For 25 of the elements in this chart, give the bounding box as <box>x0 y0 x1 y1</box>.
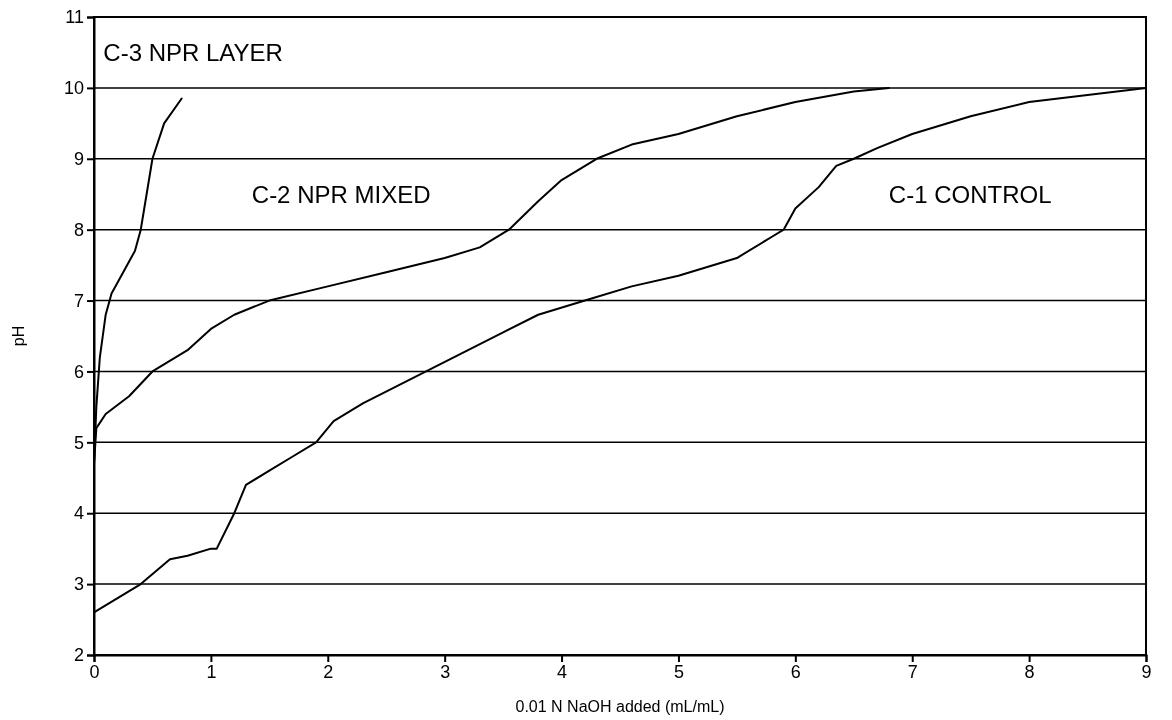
x-tick-label: 4 <box>557 661 568 682</box>
text: C-2 NPR MIXED <box>251 180 431 208</box>
y-tick-label: 7 <box>73 290 84 311</box>
y-tick-label: 11 <box>65 7 84 28</box>
series-label: C-1 CONTROL <box>888 180 1052 208</box>
x-tick-label: 8 <box>1024 661 1035 682</box>
x-tick-label: 5 <box>673 661 684 682</box>
x-axis-title: 0.01 N NaOH added (mL/mL) <box>515 698 725 715</box>
x-tick-label: 6 <box>790 661 801 682</box>
y-axis-title: pH <box>10 325 27 347</box>
y-tick-label: 5 <box>73 432 84 453</box>
y-tick-label: 3 <box>73 574 84 595</box>
y-tick-label: 2 <box>73 645 84 666</box>
x-tick-label: 0 <box>89 661 100 682</box>
y-tick-label: 9 <box>73 149 84 170</box>
y-tick-label: 8 <box>73 219 84 240</box>
y-tick-label: 10 <box>63 78 84 99</box>
series-label: C-3 NPR LAYER <box>103 38 283 66</box>
x-tick-label: 7 <box>907 661 918 682</box>
x-tick-label: 2 <box>323 661 334 682</box>
x-tick-label: 9 <box>1141 661 1152 682</box>
x-tick-label: 1 <box>206 661 217 682</box>
x-tick-label: 3 <box>440 661 451 682</box>
y-tick-label: 4 <box>73 503 84 524</box>
y-tick-label: 6 <box>73 361 84 382</box>
